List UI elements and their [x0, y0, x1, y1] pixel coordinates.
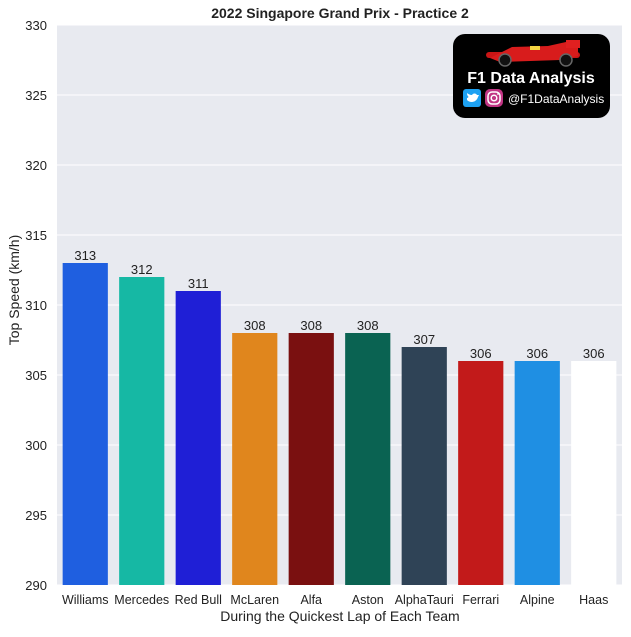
x-tick-label: Ferrari [462, 593, 499, 607]
bar-alpine [514, 361, 560, 585]
bar-mercedes [119, 277, 165, 585]
y-tick-label: 305 [25, 368, 47, 383]
data-label: 308 [300, 318, 322, 333]
logo-title: F1 Data Analysis [467, 70, 595, 87]
x-tick-label: Aston [352, 593, 384, 607]
chart-title: 2022 Singapore Grand Prix - Practice 2 [211, 5, 469, 21]
bar-alphatauri [401, 347, 447, 585]
data-label: 308 [357, 318, 379, 333]
x-tick-label: Alpine [520, 593, 555, 607]
x-tick-label: Williams [62, 593, 109, 607]
logo-handle: @F1DataAnalysis [508, 92, 604, 106]
x-tick-label: Haas [579, 593, 608, 607]
data-label: 307 [413, 332, 435, 347]
data-label: 306 [470, 346, 492, 361]
data-label: 312 [131, 262, 153, 277]
y-tick-label: 320 [25, 158, 47, 173]
twitter-icon [463, 89, 481, 107]
x-tick-label: Alfa [300, 593, 322, 607]
bar-red-bull [175, 291, 221, 585]
y-tick-label: 300 [25, 438, 47, 453]
x-tick-label: McLaren [230, 593, 279, 607]
y-axis-label: Top Speed (km/h) [6, 235, 22, 346]
data-label: 306 [526, 346, 548, 361]
bar-ferrari [458, 361, 504, 585]
y-tick-label: 330 [25, 18, 47, 33]
y-tick-label: 290 [25, 578, 47, 593]
x-tick-label: AlphaTauri [395, 593, 454, 607]
y-tick-label: 310 [25, 298, 47, 313]
y-tick-label: 315 [25, 228, 47, 243]
data-label: 311 [188, 276, 209, 291]
x-axis-label: During the Quickest Lap of Each Team [220, 608, 459, 624]
bar-mclaren [232, 333, 278, 585]
bar-williams [62, 263, 108, 585]
y-tick-label: 295 [25, 508, 47, 523]
f1-car-icon [486, 40, 580, 67]
f1-data-analysis-logo: F1 Data Analysis @F1DataAnalysis [453, 34, 610, 118]
y-tick-label: 325 [25, 88, 47, 103]
bar-haas [571, 361, 617, 585]
data-label: 308 [244, 318, 266, 333]
bar-aston [345, 333, 391, 585]
data-label: 306 [583, 346, 605, 361]
x-tick-label: Mercedes [114, 593, 169, 607]
bar-alfa [288, 333, 334, 585]
x-tick-label: Red Bull [175, 593, 222, 607]
instagram-icon [485, 89, 503, 107]
data-label: 313 [74, 248, 96, 263]
